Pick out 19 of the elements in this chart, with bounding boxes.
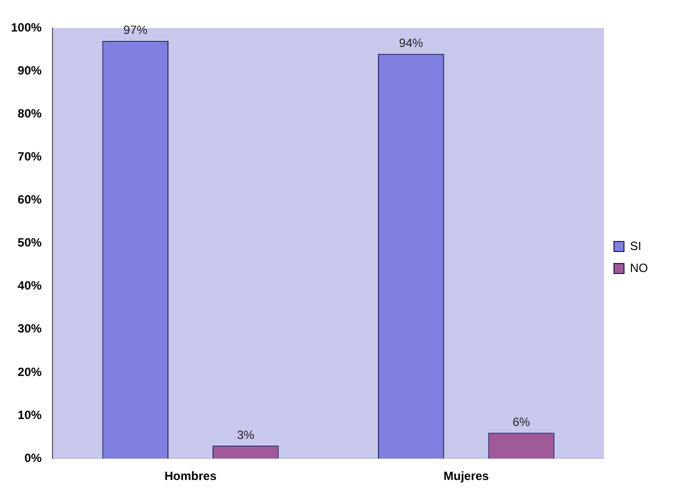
y-tick-label: 100% [10, 20, 42, 34]
legend-label: NO [630, 260, 648, 275]
x-tick-label: Hombres [164, 469, 217, 484]
y-tick-label: 80% [18, 106, 42, 120]
y-tick-label: 60% [18, 192, 42, 207]
y-tick-label: 40% [18, 278, 42, 293]
x-tick-label: Mujeres [443, 469, 490, 484]
y-tick-label: 0% [24, 450, 42, 465]
y-tick-label: 70% [18, 149, 42, 164]
y-tick-label: 50% [18, 236, 42, 250]
data-label: 97% [123, 23, 148, 38]
legend-label: SI [630, 238, 642, 253]
y-tick-label: 10% [18, 408, 42, 422]
y-tick-label: 30% [18, 322, 42, 336]
y-tick-label: 20% [18, 364, 42, 379]
data-label: 3% [236, 428, 255, 442]
data-label: 6% [512, 415, 530, 430]
y-tick-label: 90% [18, 63, 42, 78]
data-label: 94% [399, 36, 424, 50]
